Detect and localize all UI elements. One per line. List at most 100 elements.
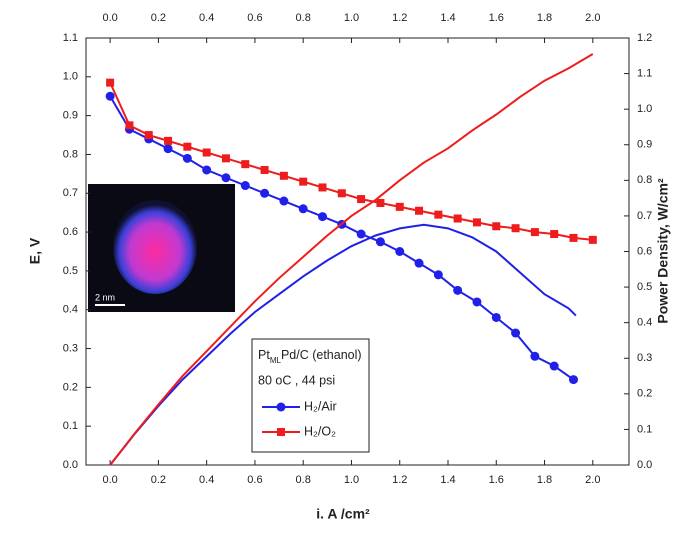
marker [164,136,173,145]
marker [318,183,327,192]
legend-title-part: Pt [258,348,270,362]
scale-label: 2 nm [95,292,115,302]
x-top-tick-label: 2.0 [585,12,600,24]
marker [569,233,578,242]
x-top-tick-label: 1.0 [344,12,359,24]
y2-tick-label: 0.3 [637,352,652,364]
marker [511,224,520,233]
y-axis-title: E, V [27,237,43,264]
marker [182,153,192,163]
marker [221,154,230,163]
y-tick-label: 0.9 [63,110,78,122]
y2-tick-label: 1.1 [637,67,652,79]
marker [511,328,521,338]
marker [202,165,212,175]
x-tick-label: 0.6 [247,474,262,486]
y2-tick-label: 0.9 [637,139,652,151]
marker [318,212,328,222]
legend: PtMLPd/C (ethanol) 80 oC , 44 psi H₂/Air… [251,338,370,453]
marker [395,247,405,256]
marker [279,196,289,206]
legend-label: H₂/Air [304,399,337,413]
x-axis-title: i. A /cm² [316,506,370,522]
marker [337,189,346,198]
x-tick-label: 1.2 [392,474,407,486]
y-tick-label: 0.6 [63,226,78,238]
legend-title-part: Pd/C (ethanol) [281,348,362,362]
marker [298,204,308,214]
x-tick-label: 1.4 [440,474,455,486]
x-tick-label: 1.8 [537,474,552,486]
y-tick-label: 0.4 [63,304,78,316]
marker [415,206,424,215]
legend-box [251,338,370,453]
marker [453,214,462,223]
marker [549,361,559,371]
y2-tick-label: 0.6 [637,245,652,257]
legend-title: PtMLPd/C (ethanol) [258,348,362,365]
inset-particle [113,200,197,294]
y2-tick-label: 0.4 [637,317,652,329]
x-top-tick-label: 0.0 [102,12,117,24]
marker [588,235,597,244]
legend-marker [276,402,286,412]
x-top-tick-label: 0.8 [296,12,311,24]
marker [434,210,443,219]
x-top-tick-label: 0.2 [151,12,166,24]
marker [491,312,501,322]
marker [472,218,481,227]
marker [568,375,578,385]
marker [492,222,501,231]
marker [260,165,269,174]
y2-axis-title: Power Density, W/cm² [655,178,671,324]
marker [530,228,539,237]
marker [414,258,424,268]
marker [279,171,288,180]
marker [356,229,366,239]
marker [144,131,153,140]
y-tick-label: 0.3 [63,342,78,354]
x-top-tick-label: 0.4 [199,12,214,24]
y2-tick-label: 0.7 [637,210,652,222]
x-tick-label: 0.4 [199,474,214,486]
x-top-tick-label: 1.4 [440,12,455,24]
marker [357,195,366,204]
marker [260,188,270,198]
marker [183,142,192,151]
x-top-tick-label: 1.6 [489,12,504,24]
marker [550,230,559,239]
y-tick-label: 0.1 [63,420,78,432]
marker [453,285,463,295]
marker [472,297,482,307]
inset: 2 nm [88,184,235,312]
x-top-tick-label: 0.6 [247,12,262,24]
marker [433,270,443,280]
y-tick-label: 0.8 [63,148,78,160]
legend-label: H₂/O₂ [304,424,336,438]
x-top-tick-label: 1.8 [537,12,552,24]
marker [105,91,115,101]
marker [202,148,211,157]
legend-marker [277,428,285,436]
marker [241,160,250,169]
y-tick-label: 1.1 [63,32,78,44]
y2-tick-label: 0.2 [637,388,652,400]
y2-tick-label: 0.0 [637,459,652,471]
y-tick-label: 0.2 [63,381,78,393]
legend-title-sub: ML [270,356,282,365]
y2-tick-label: 1.0 [637,103,652,115]
marker [395,202,404,211]
y2-tick-label: 0.1 [637,423,652,435]
x-tick-label: 0.2 [151,474,166,486]
y-tick-label: 0.5 [63,265,78,277]
marker [375,237,385,247]
marker [125,121,134,130]
marker [106,78,115,87]
marker [221,173,231,183]
x-tick-label: 1.6 [489,474,504,486]
x-tick-label: 1.0 [344,474,359,486]
x-tick-label: 0.8 [296,474,311,486]
marker [163,144,173,154]
